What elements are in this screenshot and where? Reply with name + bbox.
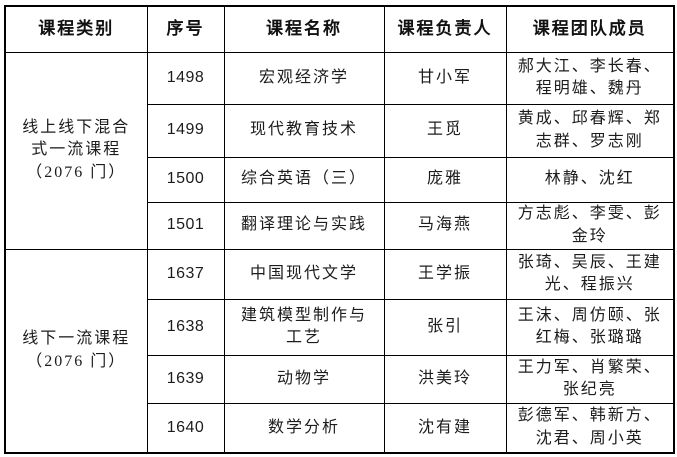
table-row: 1501 翻译理论与实践 马海燕 方志彪、李雯、彭金玲: [5, 201, 675, 250]
header-row: 课程类别 序号 课程名称 课程负责人 课程团队成员: [4, 5, 675, 53]
course-leader: 洪美玲: [383, 354, 507, 404]
course-leader: 王学振: [383, 248, 507, 300]
course-name: 中国现代文学: [223, 248, 385, 300]
course-leader: 王觅: [383, 103, 507, 158]
course-leader: 庞雅: [383, 156, 507, 203]
table-row: 1640 数学分析 沈有建 彭德军、韩新方、沈君、周小英: [5, 402, 675, 454]
course-number: 1637: [146, 248, 225, 300]
course-number: 1500: [146, 156, 225, 203]
column-header-category: 课程类别: [4, 5, 148, 53]
category-cell-offline: 线下一流课程（2076 门）: [4, 248, 148, 454]
column-header-number: 序号: [146, 5, 225, 53]
course-table: 课程类别 序号 课程名称 课程负责人 课程团队成员 线上线下混合式一流课程（20…: [4, 5, 675, 454]
course-number: 1638: [146, 298, 225, 356]
course-team: 黄成、邱春辉、郑志群、罗志刚: [505, 103, 675, 158]
course-team: 王沫、周仿颐、张红梅、张璐璐: [505, 298, 675, 356]
course-name: 数学分析: [223, 402, 385, 454]
course-team: 林静、沈红: [505, 156, 675, 203]
course-number: 1640: [146, 402, 225, 454]
table-row: 线上线下混合式一流课程（2076 门） 1498 宏观经济学 甘小军 郝大江、李…: [4, 51, 675, 250]
course-name: 建筑模型制作与工艺: [223, 298, 385, 356]
course-number: 1498: [146, 51, 225, 105]
course-name: 宏观经济学: [223, 51, 385, 105]
table-row: 1638 建筑模型制作与工艺 张引 王沫、周仿颐、张红梅、张璐璐: [5, 298, 675, 356]
table-row: 1499 现代教育技术 王觅 黄成、邱春辉、郑志群、罗志刚: [5, 103, 675, 158]
column-header-team: 课程团队成员: [505, 5, 675, 53]
column-header-leader: 课程负责人: [383, 5, 507, 53]
category-cell-online-offline: 线上线下混合式一流课程（2076 门）: [4, 51, 148, 250]
course-number: 1639: [146, 354, 225, 404]
course-leader: 沈有建: [383, 402, 507, 454]
course-number: 1499: [146, 103, 225, 158]
table-row: 1500 综合英语（三） 庞雅 林静、沈红: [5, 156, 675, 203]
course-leader: 甘小军: [383, 51, 507, 105]
column-header-course-name: 课程名称: [223, 5, 385, 53]
course-number: 1501: [146, 201, 225, 250]
course-leader: 张引: [383, 298, 507, 356]
course-leader: 马海燕: [383, 201, 507, 250]
course-name: 翻译理论与实践: [223, 201, 385, 250]
course-team: 张琦、吴辰、王建光、程振兴: [505, 248, 675, 300]
course-team: 王力军、肖繁荣、张纪亮: [505, 354, 675, 404]
course-team: 郝大江、李长春、程明雄、魏丹: [505, 51, 675, 105]
course-name: 综合英语（三）: [223, 156, 385, 203]
table-row: 1639 动物学 洪美玲 王力军、肖繁荣、张纪亮: [5, 354, 675, 404]
course-team: 彭德军、韩新方、沈君、周小英: [505, 402, 675, 454]
course-name: 动物学: [223, 354, 385, 404]
course-team: 方志彪、李雯、彭金玲: [505, 201, 675, 250]
table-row: 线下一流课程（2076 门） 1637 中国现代文学 王学振 张琦、吴辰、王建光…: [4, 248, 675, 454]
course-name: 现代教育技术: [223, 103, 385, 158]
